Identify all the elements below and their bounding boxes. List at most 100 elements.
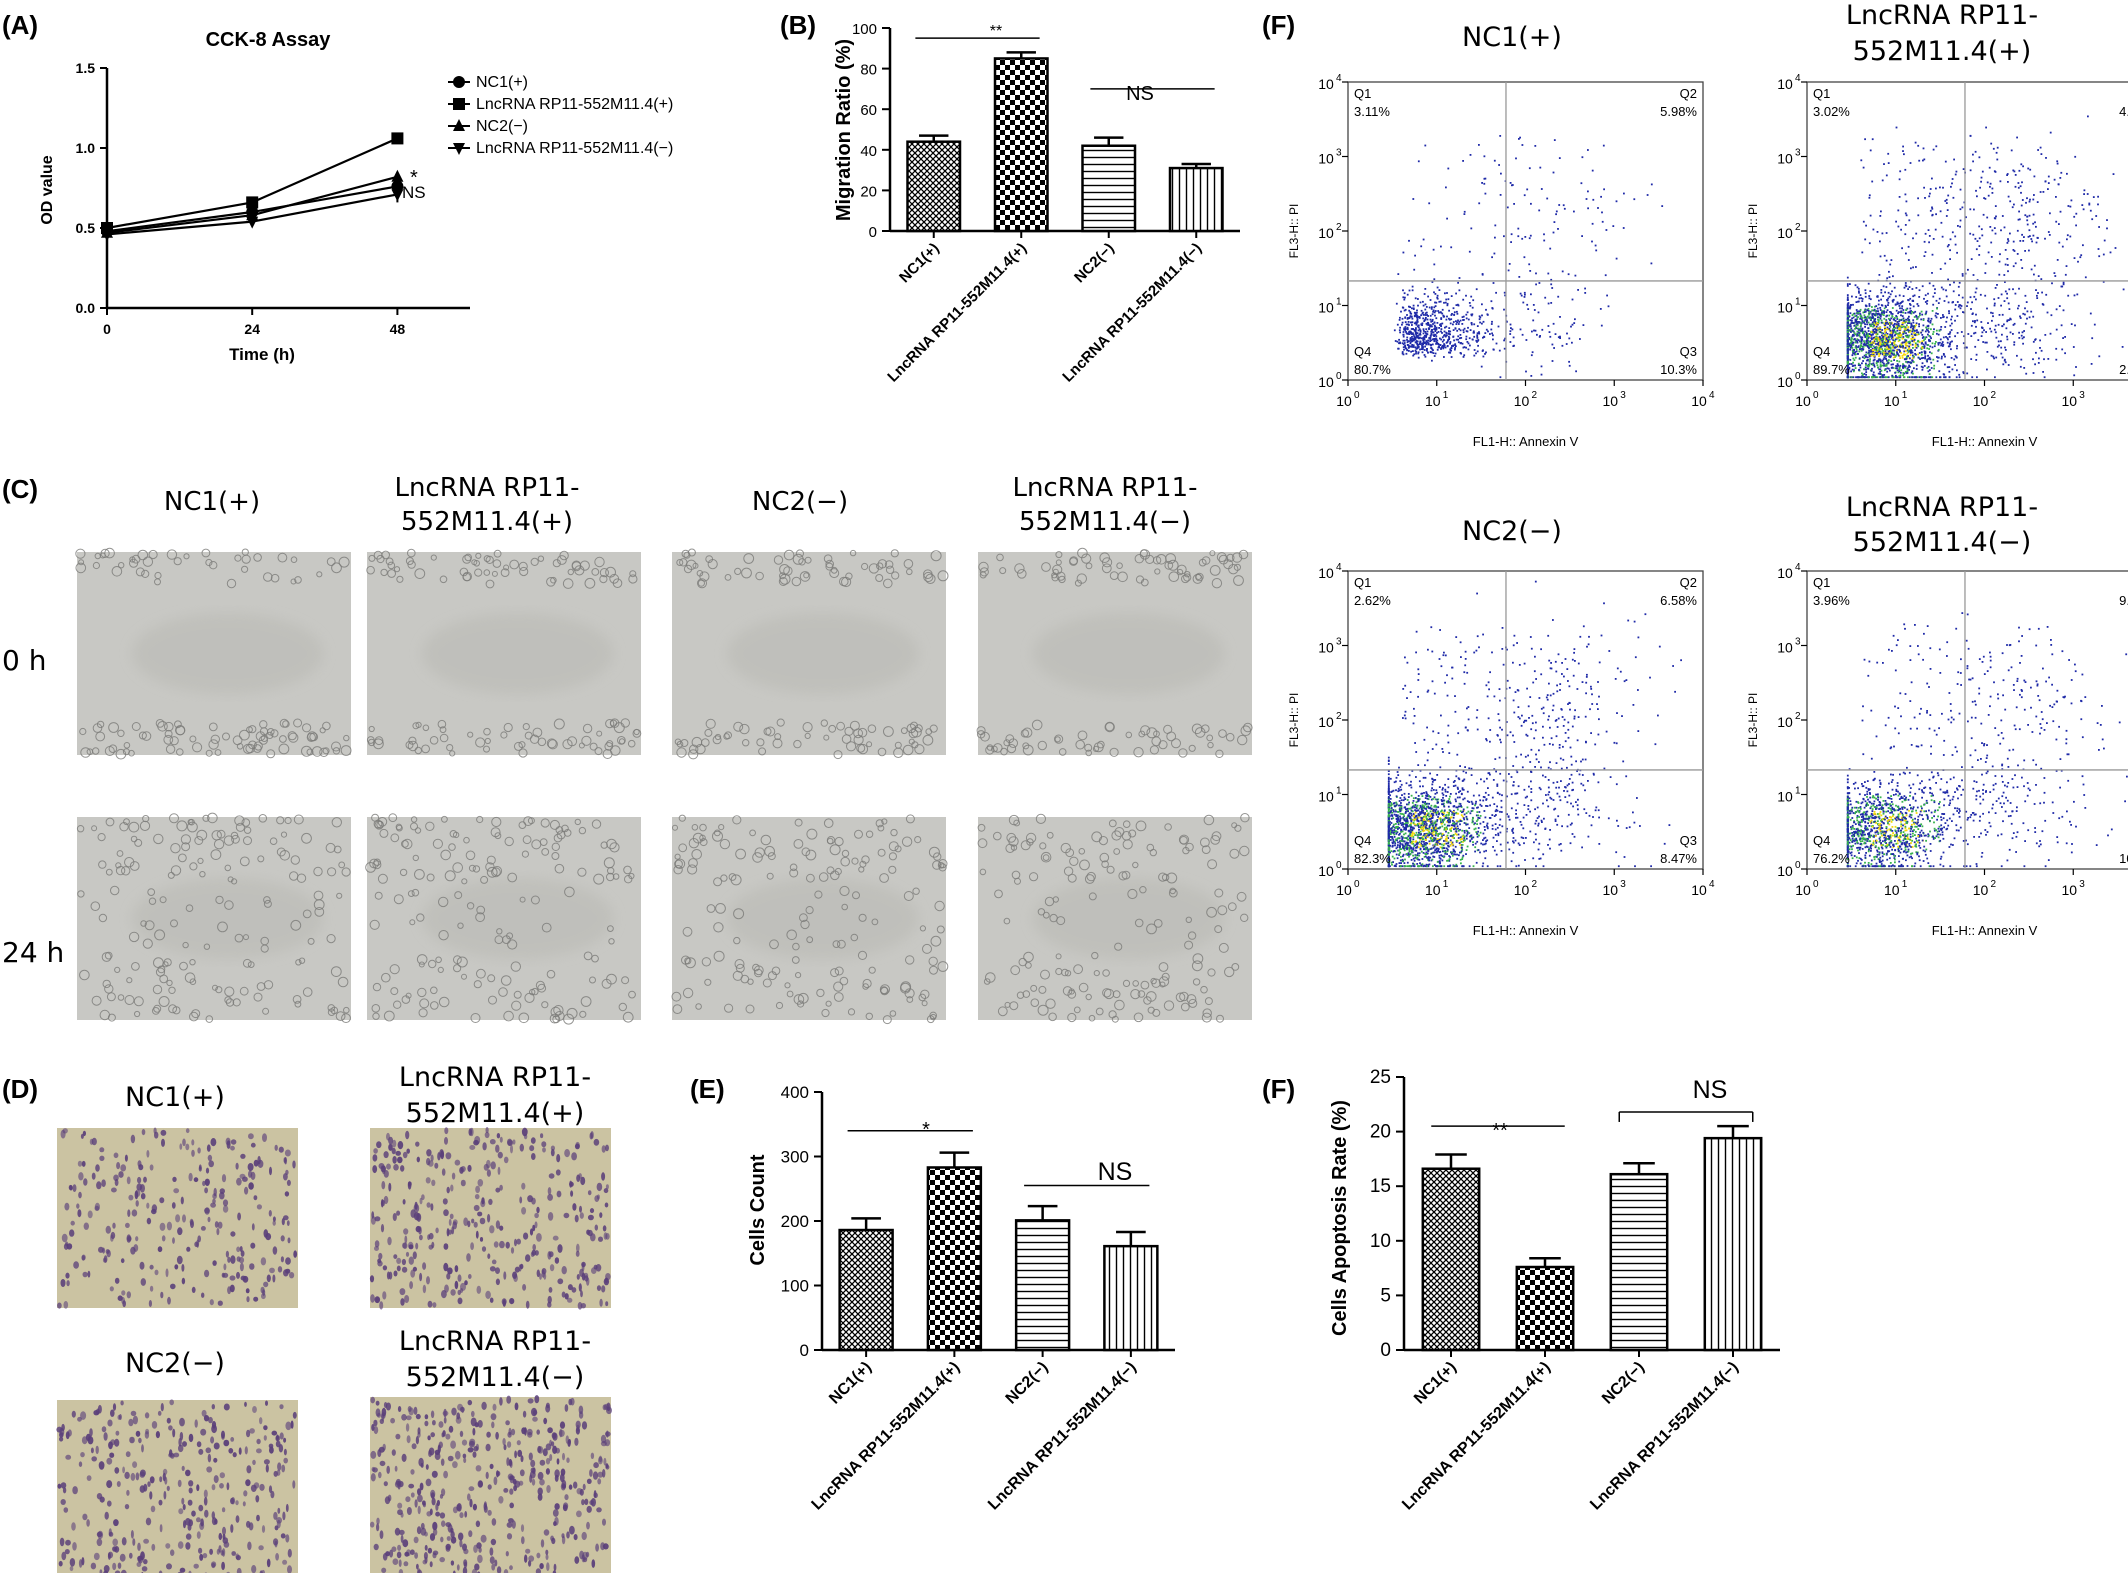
cell (867, 724, 877, 734)
event-dot (1404, 327, 1407, 330)
event-dot (2055, 328, 2058, 331)
cell (866, 741, 873, 748)
event-dot (1893, 359, 1895, 361)
event-dot (1431, 359, 1433, 362)
event-dot (2036, 297, 2039, 299)
stained-cell (481, 1197, 485, 1205)
stained-cell (135, 1236, 139, 1242)
stained-cell (279, 1432, 284, 1440)
stained-cell (554, 1516, 559, 1526)
stained-cell (495, 1278, 500, 1286)
stained-cell (537, 1446, 544, 1454)
stained-cell (487, 1253, 491, 1259)
cell (739, 723, 750, 735)
event-dot (1587, 190, 1589, 193)
event-dot (1975, 359, 1978, 361)
stained-cell (380, 1224, 385, 1233)
event-dot (1853, 324, 1856, 327)
cell (929, 724, 938, 733)
cell (343, 734, 350, 742)
event-dot (1415, 335, 1418, 338)
event-dot (1421, 347, 1424, 350)
event-dot (1975, 189, 1977, 192)
event-dot (1422, 345, 1424, 348)
stained-cell (284, 1157, 287, 1165)
cell (1020, 729, 1030, 738)
stained-cell (475, 1465, 482, 1472)
stained-cell (501, 1298, 507, 1305)
event-dot (1600, 195, 1602, 198)
event-dot (1944, 376, 1947, 379)
stained-cell (561, 1266, 567, 1275)
stained-cell (229, 1275, 236, 1281)
event-dot (1457, 281, 1459, 284)
event-dot (2074, 324, 2076, 327)
stained-cell (281, 1464, 286, 1473)
stained-cell (552, 1235, 559, 1241)
event-dot (1403, 309, 1406, 312)
event-dot (1927, 292, 1929, 295)
cell (691, 736, 703, 748)
event-dot (1412, 346, 1415, 348)
stained-cell (251, 1223, 255, 1231)
cell (562, 578, 574, 589)
stained-cell (567, 1284, 573, 1291)
cell (1000, 747, 1008, 756)
event-dot (1422, 332, 1425, 335)
stained-cell (104, 1511, 109, 1520)
event-dot (1449, 349, 1452, 352)
cell (140, 920, 147, 927)
event-dot (1855, 325, 1857, 328)
cell (159, 896, 167, 904)
event-dot (1868, 295, 1871, 297)
event-dot (1864, 323, 1866, 326)
event-dot (1441, 332, 1443, 334)
event-dot (1401, 321, 1404, 324)
cell (911, 726, 922, 738)
event-dot (1943, 376, 1945, 379)
stained-cell (405, 1251, 410, 1257)
event-dot (1995, 151, 1998, 154)
event-dot (1874, 318, 1877, 320)
stained-cell (400, 1298, 405, 1306)
cell (799, 571, 811, 582)
event-dot (2009, 232, 2011, 235)
event-dot (1427, 339, 1430, 342)
stained-cell (475, 1520, 481, 1528)
stained-cell (400, 1512, 404, 1518)
event-dot (1436, 322, 1439, 324)
photo-shade (726, 612, 919, 695)
stained-cell (405, 1496, 411, 1503)
stained-cell (430, 1410, 435, 1419)
stained-cell (383, 1481, 388, 1487)
event-dot (2029, 168, 2032, 171)
stained-cell (211, 1424, 218, 1434)
stained-cell (601, 1145, 606, 1153)
stained-cell (443, 1262, 449, 1272)
cell (108, 744, 118, 754)
event-dot (2077, 260, 2079, 263)
event-dot (1912, 266, 1914, 269)
event-dot (2000, 340, 2002, 343)
event-dot (1537, 311, 1540, 314)
x-category-label: LncRNA RP11-552M11.4(−) (1059, 240, 1205, 386)
event-dot (1853, 359, 1856, 361)
cell (1084, 743, 1093, 752)
stained-cell (151, 1543, 156, 1551)
cell (530, 557, 539, 567)
event-dot (1408, 340, 1410, 343)
cell (976, 730, 986, 739)
cell (142, 556, 154, 567)
stained-cell (375, 1400, 380, 1406)
stained-cell (415, 1141, 420, 1147)
event-dot (1442, 346, 1445, 348)
event-dot (1951, 182, 1953, 185)
event-dot (1418, 337, 1420, 340)
stained-cell (249, 1263, 255, 1270)
x-tick-label: 10 (1514, 393, 1530, 409)
cell (1140, 578, 1149, 587)
event-dot (1872, 228, 1875, 231)
event-dot (1982, 341, 1985, 343)
y-tick-exp: 0 (1336, 371, 1342, 382)
stained-cell (606, 1406, 612, 1415)
